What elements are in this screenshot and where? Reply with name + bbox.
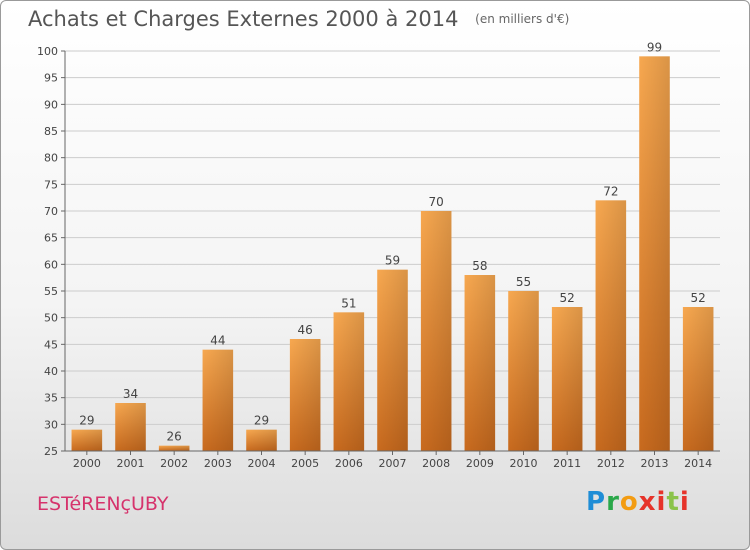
y-tick-label: 75 bbox=[44, 178, 58, 191]
x-tick-label: 2008 bbox=[422, 457, 450, 470]
y-tick-label: 65 bbox=[44, 232, 58, 245]
label-layer: 29 34 26 44 29 46 51 59 70 58 55 52 72 99 52 bbox=[79, 40, 706, 443]
y-tick-label: 45 bbox=[44, 338, 58, 351]
x-tick-label: 2010 bbox=[510, 457, 538, 470]
y-tick-label: 70 bbox=[44, 205, 58, 218]
bar-shade-2009 bbox=[464, 275, 496, 451]
data-label: 26 bbox=[167, 430, 182, 444]
bar-shade-2011 bbox=[551, 307, 583, 451]
y-tick-label: 100 bbox=[37, 45, 58, 58]
x-tick-label: 2004 bbox=[248, 457, 276, 470]
logo-letter: o bbox=[619, 487, 639, 517]
bar-shade-2006 bbox=[333, 312, 365, 451]
data-label: 59 bbox=[385, 254, 400, 268]
x-tick-label: 2009 bbox=[466, 457, 494, 470]
x-tick-label: 2001 bbox=[117, 457, 145, 470]
y-tick-label: 35 bbox=[44, 392, 58, 405]
data-label: 55 bbox=[516, 275, 531, 289]
bar-shade-2013 bbox=[639, 56, 670, 451]
bar-shade-2003 bbox=[202, 349, 234, 451]
bar-shade-2010 bbox=[508, 291, 539, 451]
logo-letter: i bbox=[679, 487, 690, 517]
x-tick-label: 2002 bbox=[160, 457, 188, 470]
x-tick-label: 2000 bbox=[73, 457, 101, 470]
data-label: 52 bbox=[691, 291, 706, 305]
logo-letter: x bbox=[638, 487, 657, 517]
y-tick-label: 25 bbox=[44, 445, 58, 458]
y-tick-label: 40 bbox=[44, 365, 58, 378]
bar-shade-2008 bbox=[420, 211, 452, 451]
data-label: 52 bbox=[560, 291, 575, 305]
y-tick-label: 55 bbox=[44, 285, 58, 298]
commune-name: ESTéRENçUBY bbox=[37, 493, 169, 515]
x-tick-label: 2013 bbox=[641, 457, 669, 470]
logo-letter: r bbox=[606, 487, 620, 517]
x-tick-label: 2007 bbox=[379, 457, 407, 470]
logo-letter: P bbox=[586, 487, 607, 517]
y-tick-label: 30 bbox=[44, 418, 58, 431]
x-tick-label: 2003 bbox=[204, 457, 232, 470]
logo-letter: t bbox=[666, 487, 680, 517]
x-tick-label: 2011 bbox=[553, 457, 581, 470]
bar-shade-2012 bbox=[595, 200, 627, 451]
bar-layer bbox=[71, 56, 714, 451]
data-label: 29 bbox=[254, 414, 269, 428]
proxiti-logo[interactable]: Proxiti bbox=[586, 487, 690, 517]
x-tick-label: 2014 bbox=[684, 457, 712, 470]
y-tick-label: 80 bbox=[44, 152, 58, 165]
x-tick-label: 2012 bbox=[597, 457, 625, 470]
bar-shade-2005 bbox=[289, 339, 321, 451]
data-label: 99 bbox=[647, 40, 662, 54]
data-label: 72 bbox=[603, 184, 618, 198]
y-tick-label: 50 bbox=[44, 312, 58, 325]
y-tick-label: 95 bbox=[44, 72, 58, 85]
data-label: 51 bbox=[341, 296, 356, 310]
bar-shade-2004 bbox=[246, 429, 277, 451]
chart-title-text: Achats et Charges Externes 2000 à 2014 bbox=[28, 7, 459, 31]
x-tick-label: 2006 bbox=[335, 457, 363, 470]
x-tick-label: 2005 bbox=[291, 457, 319, 470]
bar-shade-2001 bbox=[115, 403, 146, 451]
bar-shade-2000 bbox=[71, 429, 103, 451]
bar-shade-2007 bbox=[377, 269, 408, 451]
y-tick-label: 90 bbox=[44, 98, 58, 111]
y-tick-label: 85 bbox=[44, 125, 58, 138]
data-label: 58 bbox=[472, 259, 487, 273]
data-label: 44 bbox=[210, 334, 225, 348]
data-label: 34 bbox=[123, 387, 138, 401]
y-tick-label: 60 bbox=[44, 258, 58, 271]
data-label: 46 bbox=[298, 323, 313, 337]
bar-shade-2002 bbox=[158, 445, 190, 451]
logo-letter: i bbox=[656, 487, 667, 517]
bar-shade-2014 bbox=[682, 307, 714, 451]
data-label: 70 bbox=[429, 195, 444, 209]
data-label: 29 bbox=[79, 414, 94, 428]
axis-layer: 25 30 35 40 45 50 55 60 65 70 75 80 85 90 95 100 2000 200… bbox=[37, 45, 720, 470]
chart-subtitle: (en milliers d'€) bbox=[475, 12, 570, 26]
chart-title: Achats et Charges Externes 2000 à 2014 (… bbox=[28, 7, 569, 31]
